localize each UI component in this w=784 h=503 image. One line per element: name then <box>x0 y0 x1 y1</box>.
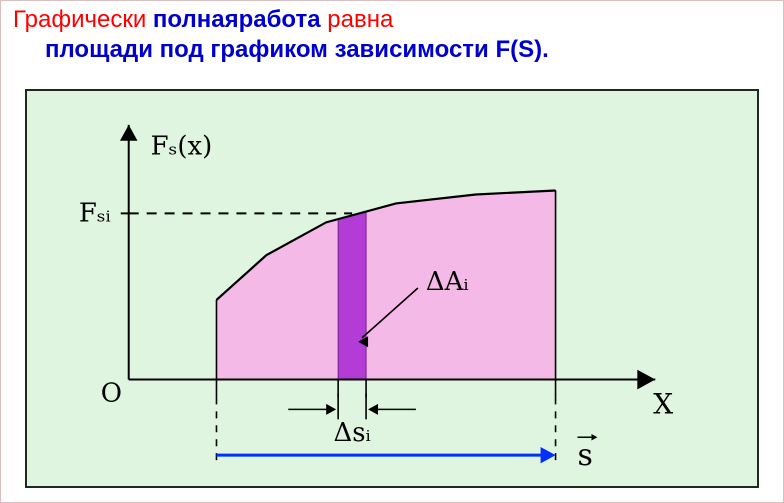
header-post: равна <box>321 6 394 33</box>
svg-text:Fₛᵢ: Fₛᵢ <box>79 198 111 228</box>
chart-svg: ΔAᵢ Δsᵢ s Fₛ(x) Fₛᵢ O X <box>27 91 757 486</box>
chart-figure: ΔAᵢ Δsᵢ s Fₛ(x) Fₛᵢ O X <box>25 89 759 488</box>
svg-text:s: s <box>577 438 592 473</box>
svg-text:O: O <box>101 378 122 408</box>
svg-text:Δsᵢ: Δsᵢ <box>334 418 371 448</box>
header-highlight: полнаяработа <box>153 6 321 33</box>
header-pre: Графически <box>13 6 153 33</box>
header-line2: площади под графиком зависимости F(S). <box>13 35 771 65</box>
header-text: Графически полнаяработа равна площади по… <box>1 1 783 65</box>
slide-container: Графически полнаяработа равна площади по… <box>0 0 784 503</box>
svg-text:ΔAᵢ: ΔAᵢ <box>426 267 469 297</box>
svg-text:Fₛ(x): Fₛ(x) <box>151 132 213 162</box>
svg-text:X: X <box>653 387 673 420</box>
